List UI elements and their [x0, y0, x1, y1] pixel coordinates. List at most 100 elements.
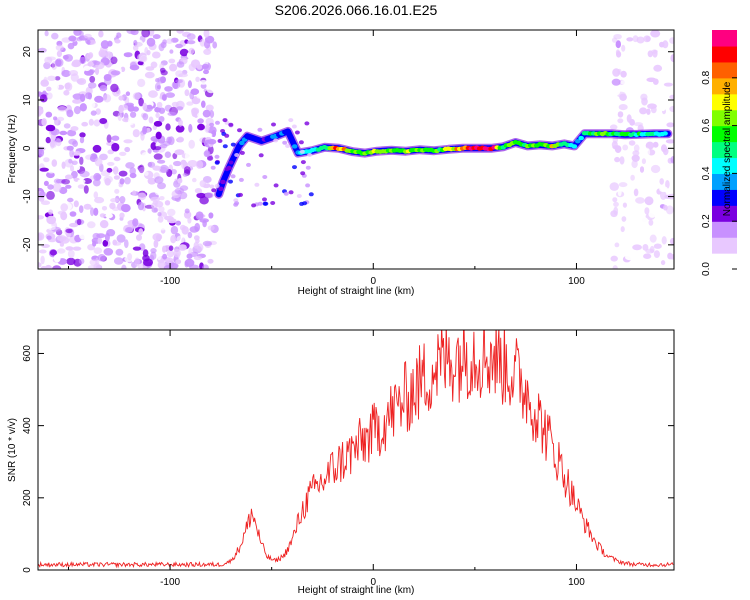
transition-blob: [233, 202, 239, 207]
transition-blob: [292, 165, 297, 170]
colorbar-step: [712, 69, 737, 75]
noise-blob: [207, 258, 214, 264]
transition-blob: [262, 175, 268, 179]
noise-blob: [168, 58, 176, 64]
transition-blob: [251, 203, 257, 208]
noise-blob: [38, 215, 44, 220]
noise-blob: [178, 118, 183, 127]
colorbar-step: [712, 49, 737, 55]
noise-blob: [95, 174, 102, 180]
noise-blob: [78, 205, 84, 214]
colorbar-step: [712, 57, 737, 63]
colorbar-tick-label: 0.6: [701, 118, 712, 132]
noise-blob: [109, 182, 119, 187]
noise-blob: [202, 240, 213, 247]
noise-blob: [197, 123, 205, 131]
noise-blob: [43, 180, 49, 186]
noise-blob: [620, 226, 625, 233]
noise-blob: [631, 154, 640, 162]
noise-blob: [157, 224, 167, 231]
colorbar-step: [712, 173, 737, 178]
noise-blob: [612, 265, 618, 269]
noise-blob: [659, 178, 664, 185]
noise-blob: [632, 244, 642, 251]
noise-blob: [79, 170, 90, 178]
noise-blob: [79, 31, 84, 37]
noise-blob: [665, 205, 674, 215]
noise-blob: [59, 130, 68, 136]
noise-blob: [142, 113, 149, 121]
noise-blob: [157, 76, 166, 84]
noise-blob: [660, 260, 666, 266]
noise-blob: [99, 213, 106, 218]
noise-blob: [209, 110, 215, 119]
noise-blob: [70, 126, 79, 132]
noise-blob: [212, 41, 218, 49]
noise-blob: [119, 46, 128, 54]
noise-blob: [73, 165, 81, 171]
noise-blob: [625, 254, 635, 261]
noise-blob: [660, 104, 666, 112]
colorbar-step: [712, 265, 737, 270]
noise-blob: [89, 75, 96, 83]
noise-blob: [132, 92, 141, 100]
noise-blob: [112, 166, 119, 175]
noise-blob: [173, 248, 181, 258]
noise-blob: [653, 243, 662, 249]
noise-blob: [107, 40, 113, 47]
noise-blob: [54, 76, 61, 81]
noise-blob: [120, 204, 131, 213]
noise-blob: [81, 121, 89, 127]
noise-blob: [158, 116, 165, 123]
noise-blob: [146, 37, 156, 47]
transition-blob: [215, 120, 220, 125]
noise-blob: [176, 235, 185, 244]
colorbar-step: [712, 165, 737, 171]
noise-blob: [84, 33, 92, 39]
noise-blob: [38, 142, 42, 147]
noise-blob: [46, 215, 57, 225]
noise-blob: [53, 253, 61, 263]
noise-blob: [187, 217, 192, 224]
colorbar-step: [712, 141, 737, 147]
noise-blob: [622, 144, 629, 151]
noise-blob: [633, 188, 639, 197]
noise-blob: [65, 174, 73, 180]
noise-blob: [619, 156, 625, 165]
noise-blob: [124, 227, 133, 233]
noise-blob: [121, 104, 129, 111]
noise-blob: [205, 104, 214, 112]
noise-blob: [99, 118, 108, 124]
noise-blob: [202, 109, 211, 118]
noise-blob: [614, 145, 622, 154]
noise-blob: [152, 200, 159, 206]
noise-blob: [170, 169, 177, 175]
noise-blob: [127, 105, 135, 112]
noise-blob: [68, 158, 73, 164]
noise-blob: [56, 50, 63, 58]
noise-blob: [157, 159, 166, 164]
noise-blob: [141, 30, 151, 38]
noise-blob: [641, 158, 647, 165]
noise-blob: [189, 91, 195, 100]
noise-blob: [157, 215, 164, 223]
noise-blob: [124, 146, 131, 153]
colorbar-step: [712, 149, 737, 155]
noise-blob: [130, 111, 137, 118]
noise-blob: [119, 196, 126, 204]
transition-blob: [285, 144, 291, 148]
noise-blob: [176, 30, 184, 34]
noise-blob: [72, 140, 78, 147]
colorbar-step: [712, 249, 737, 254]
noise-blob: [138, 164, 145, 174]
noise-blob: [630, 174, 635, 181]
noise-blob: [159, 143, 168, 149]
noise-blob: [46, 235, 52, 240]
noise-blob: [119, 151, 127, 156]
transition-blob: [308, 192, 314, 197]
noise-blob: [188, 186, 193, 195]
transition-blob: [263, 201, 269, 206]
noise-blob: [645, 36, 651, 42]
noise-blob: [110, 198, 120, 203]
noise-blob: [206, 85, 216, 94]
